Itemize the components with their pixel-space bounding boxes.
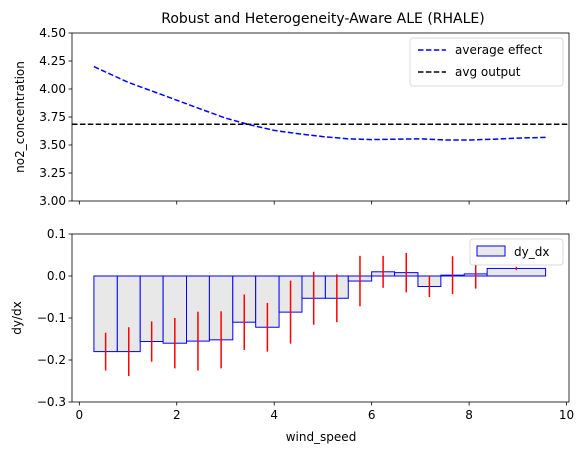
top-legend-box [409, 37, 564, 87]
top-plot-lines [72, 65, 569, 141]
bottom-x-tick-label: 6 [368, 408, 376, 422]
top-y-tick-label: 4.50 [39, 26, 66, 40]
bottom-x-ticks: 0 2 4 6 8 10 [75, 402, 574, 422]
bottom-y-tick-label: 0.0 [47, 269, 66, 283]
bottom-y-tick-label: −0.3 [37, 395, 66, 409]
bottom-x-label: wind_speed [286, 430, 357, 444]
top-y-tick-label: 3.25 [39, 166, 66, 180]
bottom-x-tick-label: 0 [75, 408, 83, 422]
top-y-tick-label: 3.50 [39, 138, 66, 152]
bottom-y-label: dy/dx [10, 301, 24, 334]
top-axes-frame [71, 32, 570, 202]
top-y-tick-label: 3.00 [39, 194, 66, 208]
legend-dy-dx-label: dy_dx [514, 245, 549, 259]
top-y-tick-label: 4.25 [39, 54, 66, 68]
bottom-y-tick-label: −0.1 [37, 311, 66, 325]
bottom-bars [93, 267, 547, 353]
legend-avg-output-label: avg output [455, 65, 521, 79]
bottom-y-ticks: −0.3 −0.2 −0.1 0.0 0.1 [37, 227, 72, 409]
bottom-legend: dy_dx [469, 238, 564, 266]
top-y-label: no2_concentration [13, 61, 27, 173]
top-y-tick-label: 4.00 [39, 82, 66, 96]
bottom-panel: −0.3 −0.2 −0.1 0.0 0.1 0 2 4 6 8 10 dy/dx wind_sp… [10, 227, 574, 444]
top-x-ticks [78, 201, 567, 205]
top-legend: average effect avg output [409, 37, 564, 87]
bottom-x-tick-label: 4 [270, 408, 278, 422]
top-y-ticks: 3.00 3.25 3.50 3.75 4.00 4.25 4.50 [39, 26, 72, 208]
legend-average-effect-label: average effect [455, 43, 543, 57]
top-y-tick-label: 3.75 [39, 110, 66, 124]
bottom-y-tick-label: 0.1 [47, 227, 66, 241]
bottom-x-tick-label: 2 [173, 408, 181, 422]
legend-dy-dx-swatch [476, 245, 506, 257]
top-title: Robust and Heterogeneity-Aware ALE (RHAL… [161, 11, 484, 27]
bottom-axes-frame [71, 233, 570, 403]
top-panel: Robust and Heterogeneity-Aware ALE (RHAL… [13, 11, 570, 208]
bottom-error-bars [104, 252, 518, 376]
bottom-x-tick-label: 8 [465, 408, 473, 422]
bottom-y-tick-label: −0.2 [37, 353, 66, 367]
bottom-x-tick-label: 10 [559, 408, 574, 422]
series-line-average-effect [93, 65, 546, 141]
